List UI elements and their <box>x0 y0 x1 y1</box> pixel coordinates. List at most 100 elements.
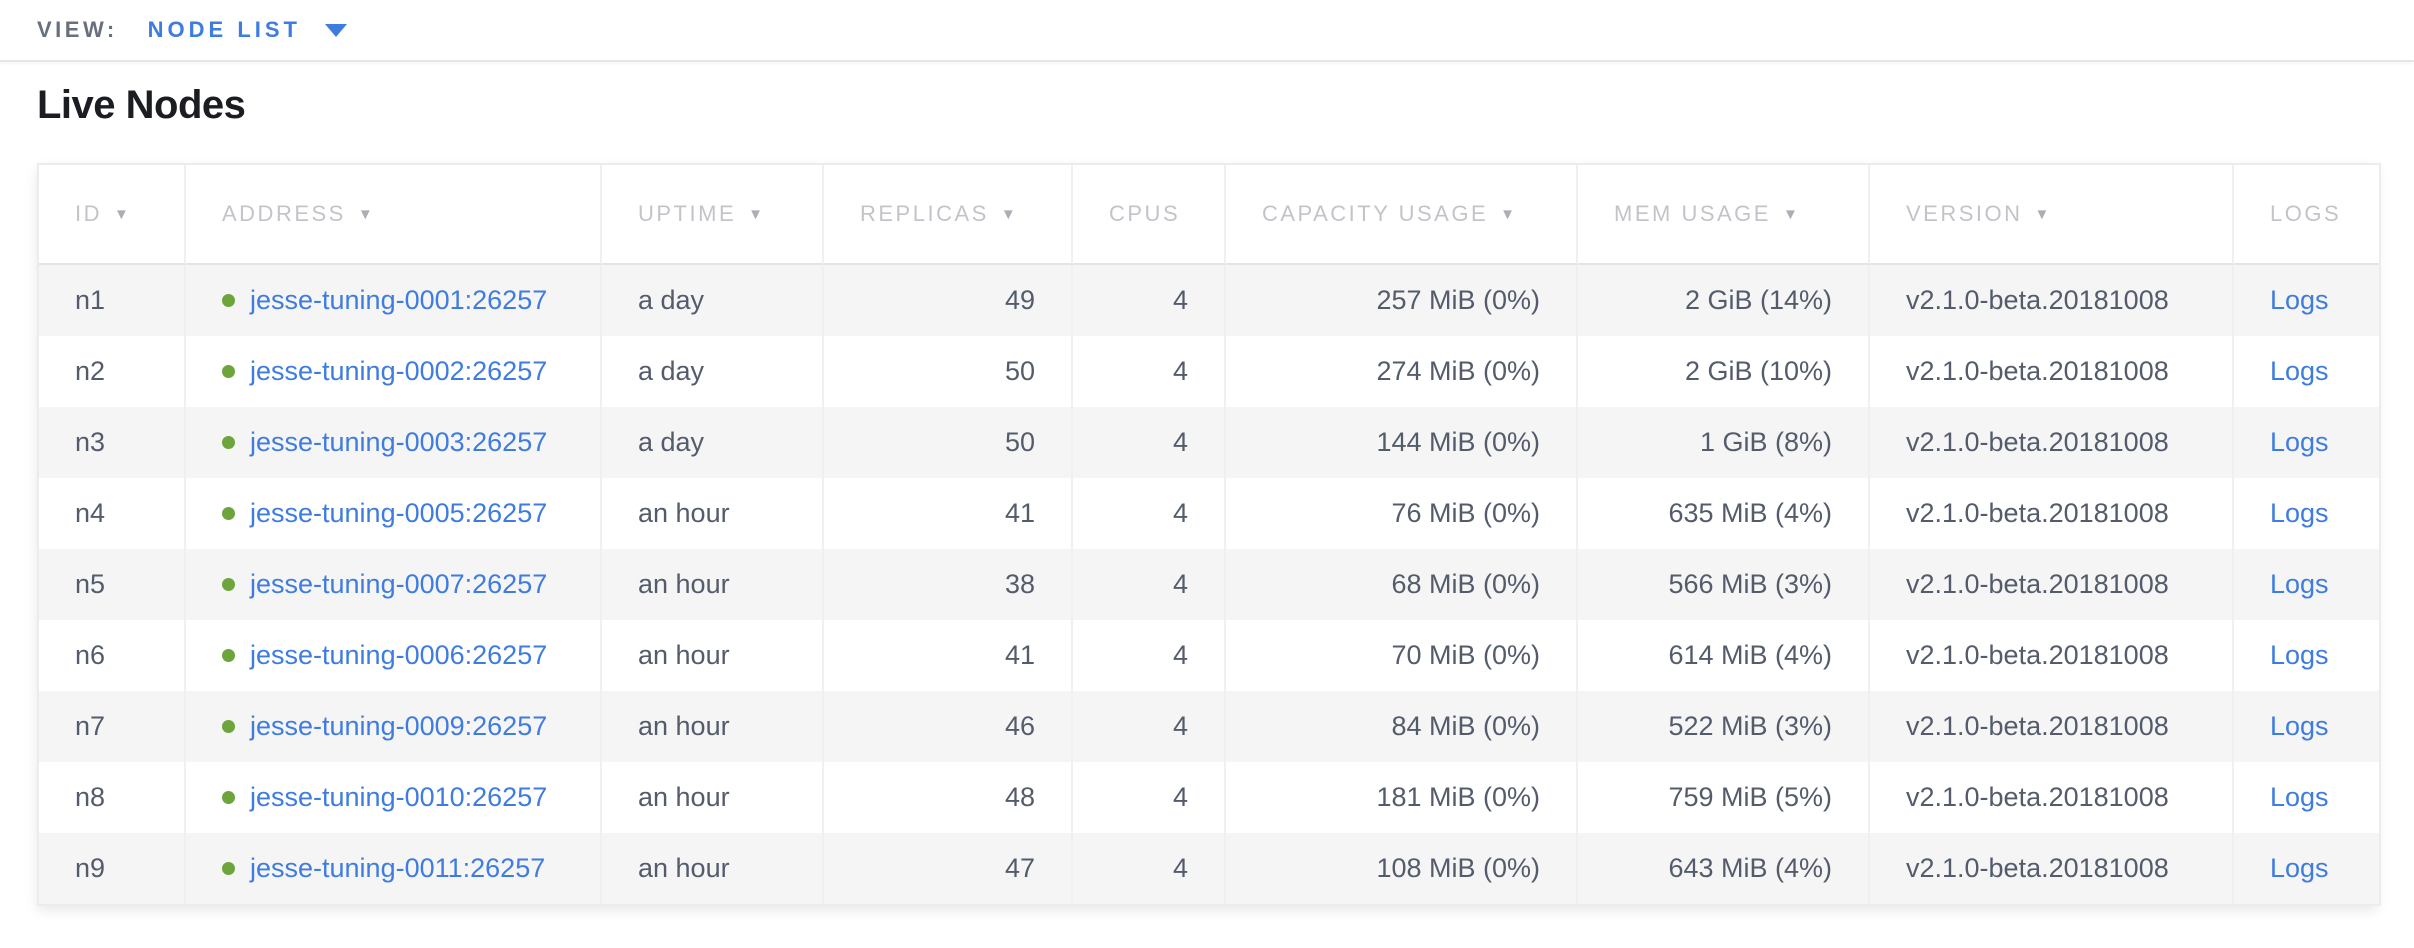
node-live-status-dot-icon <box>222 862 235 875</box>
uptime-cell: a day <box>602 265 824 336</box>
logs-cell: Logs <box>2234 336 2379 407</box>
live-nodes-table-container: ID ▼ ADDRESS ▼ UPTIME ▼ REPLICAS ▼ CPUS CAPA… <box>37 163 2381 906</box>
replicas-cell: 47 <box>824 833 1073 904</box>
view-bar-label: VIEW: <box>37 17 118 42</box>
node-live-status-dot-icon <box>222 365 235 378</box>
table-row: n3 jesse-tuning-0003:26257 a day 50 4 14… <box>39 407 2379 478</box>
sort-arrow-icon: ▼ <box>2034 206 2052 223</box>
replicas-cell: 38 <box>824 549 1073 620</box>
node-live-status-dot-icon <box>222 791 235 804</box>
node-id-cell: n6 <box>39 620 186 691</box>
logs-link[interactable]: Logs <box>2270 498 2329 528</box>
version-cell: v2.1.0-beta.20181008 <box>1870 265 2234 336</box>
node-address-cell: jesse-tuning-0001:26257 <box>186 265 602 336</box>
column-header-uptime[interactable]: UPTIME ▼ <box>602 165 824 265</box>
version-cell: v2.1.0-beta.20181008 <box>1870 620 2234 691</box>
replicas-cell: 41 <box>824 620 1073 691</box>
uptime-cell: an hour <box>602 691 824 762</box>
column-header-logs: LOGS <box>2234 165 2379 265</box>
node-address-cell: jesse-tuning-0009:26257 <box>186 691 602 762</box>
mem-usage-cell: 635 MiB (4%) <box>1578 478 1870 549</box>
logs-link[interactable]: Logs <box>2270 569 2329 599</box>
mem-usage-cell: 566 MiB (3%) <box>1578 549 1870 620</box>
node-address-link[interactable]: jesse-tuning-0003:26257 <box>250 427 548 457</box>
cpus-cell: 4 <box>1073 762 1226 833</box>
column-header-label: ID <box>75 201 102 226</box>
capacity-usage-cell: 84 MiB (0%) <box>1226 691 1578 762</box>
node-address-link[interactable]: jesse-tuning-0010:26257 <box>250 782 548 812</box>
live-nodes-table: ID ▼ ADDRESS ▼ UPTIME ▼ REPLICAS ▼ CPUS CAPA… <box>37 163 2381 906</box>
view-selector-dropdown[interactable]: NODE LIST <box>148 17 347 43</box>
node-live-status-dot-icon <box>222 436 235 449</box>
uptime-cell: a day <box>602 407 824 478</box>
table-row: n9 jesse-tuning-0011:26257 an hour 47 4 … <box>39 833 2379 904</box>
sort-arrow-icon: ▼ <box>114 206 132 223</box>
node-address-link[interactable]: jesse-tuning-0005:26257 <box>250 498 548 528</box>
column-header-label: REPLICAS <box>860 201 989 226</box>
logs-link[interactable]: Logs <box>2270 853 2329 883</box>
view-selector-value: NODE LIST <box>147 17 301 42</box>
replicas-cell: 50 <box>824 407 1073 478</box>
column-header-replicas[interactable]: REPLICAS ▼ <box>824 165 1073 265</box>
mem-usage-cell: 759 MiB (5%) <box>1578 762 1870 833</box>
node-address-cell: jesse-tuning-0007:26257 <box>186 549 602 620</box>
column-header-label: CPUS <box>1109 201 1181 226</box>
table-row: n5 jesse-tuning-0007:26257 an hour 38 4 … <box>39 549 2379 620</box>
node-address-link[interactable]: jesse-tuning-0002:26257 <box>250 356 548 386</box>
replicas-cell: 48 <box>824 762 1073 833</box>
cpus-cell: 4 <box>1073 478 1226 549</box>
column-header-mem-usage[interactable]: MEM USAGE ▼ <box>1578 165 1870 265</box>
logs-link[interactable]: Logs <box>2270 356 2329 386</box>
table-row: n7 jesse-tuning-0009:26257 an hour 46 4 … <box>39 691 2379 762</box>
logs-link[interactable]: Logs <box>2270 782 2329 812</box>
node-address-link[interactable]: jesse-tuning-0009:26257 <box>250 711 548 741</box>
view-bar: VIEW: NODE LIST <box>0 0 2414 62</box>
uptime-cell: a day <box>602 336 824 407</box>
replicas-cell: 46 <box>824 691 1073 762</box>
logs-link[interactable]: Logs <box>2270 711 2329 741</box>
mem-usage-cell: 643 MiB (4%) <box>1578 833 1870 904</box>
logs-link[interactable]: Logs <box>2270 285 2329 315</box>
sort-arrow-icon: ▼ <box>1000 206 1019 223</box>
version-cell: v2.1.0-beta.20181008 <box>1870 691 2234 762</box>
node-live-status-dot-icon <box>222 507 235 520</box>
mem-usage-cell: 522 MiB (3%) <box>1578 691 1870 762</box>
capacity-usage-cell: 181 MiB (0%) <box>1226 762 1578 833</box>
capacity-usage-cell: 274 MiB (0%) <box>1226 336 1578 407</box>
logs-cell: Logs <box>2234 549 2379 620</box>
table-row: n2 jesse-tuning-0002:26257 a day 50 4 27… <box>39 336 2379 407</box>
node-address-link[interactable]: jesse-tuning-0011:26257 <box>250 853 546 883</box>
column-header-address[interactable]: ADDRESS ▼ <box>186 165 602 265</box>
node-address-link[interactable]: jesse-tuning-0007:26257 <box>250 569 548 599</box>
cpus-cell: 4 <box>1073 407 1226 478</box>
live-nodes-section: Live Nodes ID ▼ ADDRESS ▼ UPTIME ▼ REPLICAS… <box>0 82 2414 906</box>
version-cell: v2.1.0-beta.20181008 <box>1870 407 2234 478</box>
uptime-cell: an hour <box>602 549 824 620</box>
version-cell: v2.1.0-beta.20181008 <box>1870 833 2234 904</box>
column-header-cpus: CPUS <box>1073 165 1226 265</box>
cpus-cell: 4 <box>1073 549 1226 620</box>
node-live-status-dot-icon <box>222 578 235 591</box>
logs-cell: Logs <box>2234 762 2379 833</box>
column-header-label: LOGS <box>2270 201 2342 226</box>
table-row: n4 jesse-tuning-0005:26257 an hour 41 4 … <box>39 478 2379 549</box>
node-id-cell: n5 <box>39 549 186 620</box>
column-header-version[interactable]: VERSION ▼ <box>1870 165 2234 265</box>
logs-cell: Logs <box>2234 265 2379 336</box>
logs-cell: Logs <box>2234 407 2379 478</box>
logs-link[interactable]: Logs <box>2270 640 2329 670</box>
node-address-cell: jesse-tuning-0005:26257 <box>186 478 602 549</box>
node-address-link[interactable]: jesse-tuning-0001:26257 <box>250 285 548 315</box>
replicas-cell: 49 <box>824 265 1073 336</box>
column-header-capacity-usage[interactable]: CAPACITY USAGE ▼ <box>1226 165 1578 265</box>
logs-link[interactable]: Logs <box>2270 427 2329 457</box>
node-address-link[interactable]: jesse-tuning-0006:26257 <box>250 640 548 670</box>
capacity-usage-cell: 76 MiB (0%) <box>1226 478 1578 549</box>
header-row: ID ▼ ADDRESS ▼ UPTIME ▼ REPLICAS ▼ CPUS CAPA… <box>39 165 2379 265</box>
chevron-down-icon <box>325 23 347 37</box>
column-header-id[interactable]: ID ▼ <box>39 165 186 265</box>
table-row: n8 jesse-tuning-0010:26257 an hour 48 4 … <box>39 762 2379 833</box>
capacity-usage-cell: 68 MiB (0%) <box>1226 549 1578 620</box>
node-id-cell: n9 <box>39 833 186 904</box>
